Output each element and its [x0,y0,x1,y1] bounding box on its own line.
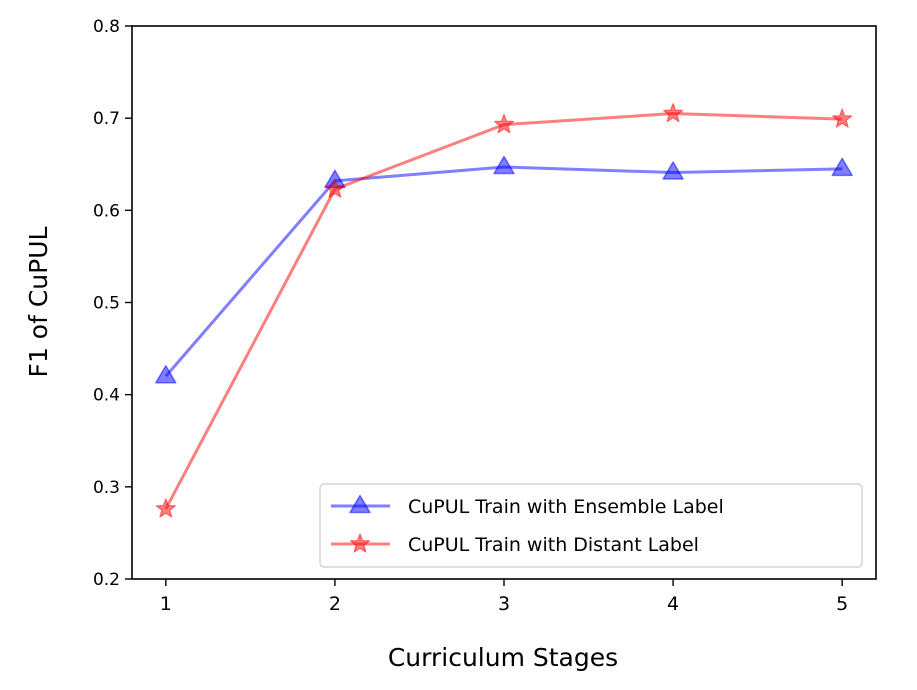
series-1-point [155,364,177,384]
legend-marker-2 [349,533,371,553]
series-2-point [493,114,515,134]
y-axis: 0.2 0.3 0.4 0.5 0.6 0.7 0.8 [93,17,132,590]
y-tick-label: 0.5 [93,294,120,314]
y-tick-label: 0.2 [93,570,120,590]
x-tick-label: 5 [836,593,848,615]
series-1-point [493,155,515,175]
legend: CuPUL Train with Ensemble Label CuPUL Tra… [319,483,863,568]
x-tick-label: 3 [498,593,510,615]
y-tick-label: 0.6 [93,201,120,221]
y-tick-label: 0.3 [93,478,120,498]
y-axis-label: F1 of CuPUL [24,226,53,377]
series-1-point [662,161,684,180]
x-axis-label: Curriculum Stages [388,643,618,672]
y-tick-label: 0.4 [93,386,120,406]
x-tick-label: 1 [160,593,172,615]
x-tick-label: 4 [667,593,679,615]
legend-label-1: CuPUL Train with Ensemble Label [408,496,724,518]
x-tick-label: 2 [329,593,341,615]
series-2-point [155,498,176,518]
x-axis: 1 2 3 4 5 [160,579,848,615]
plot-markers [155,102,853,518]
series-2-point [662,102,684,123]
legend-label-2: CuPUL Train with Distant Label [408,534,699,556]
legend-box [319,483,863,568]
series-2-point [832,108,853,128]
series-1-point [831,157,853,177]
series-2-point [324,178,346,198]
y-tick-label: 0.7 [93,109,120,129]
legend-marker-1 [349,494,371,514]
legend-entries: CuPUL Train with Ensemble Label CuPUL Tra… [331,494,724,556]
y-tick-label: 0.8 [93,17,120,37]
